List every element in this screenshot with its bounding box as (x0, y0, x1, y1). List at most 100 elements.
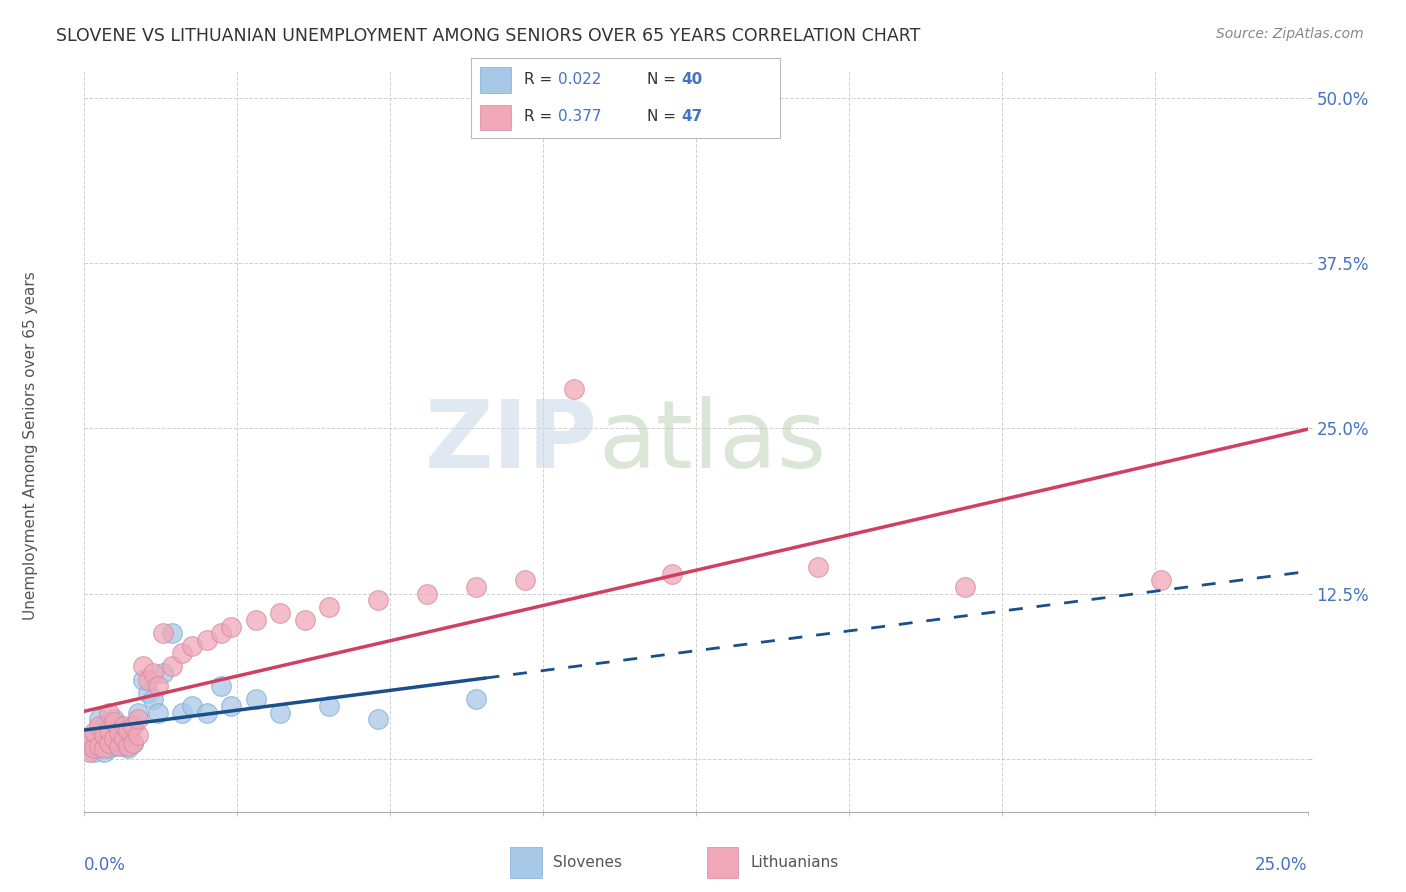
Point (117, 728, 139, 742)
Text: ZIP: ZIP (425, 395, 598, 488)
Point (464, 692, 486, 706)
Text: 0.377: 0.377 (558, 109, 602, 124)
Point (661, 566, 683, 581)
Point (152, 665, 174, 680)
Text: atlas: atlas (598, 395, 827, 488)
Point (103, 725, 125, 739)
Point (181, 698, 204, 713)
Point (142, 665, 165, 680)
Point (103, 739, 125, 753)
Point (807, 560, 830, 574)
Point (269, 607, 291, 621)
Point (219, 619, 242, 633)
Point (1150, 574, 1173, 588)
Text: Lithuanians: Lithuanians (751, 855, 838, 870)
Text: 25.0%: 25.0% (1256, 856, 1308, 874)
Point (97, 723, 120, 737)
Text: N =: N = (647, 72, 681, 87)
Bar (481, 67, 512, 93)
Text: R =: R = (523, 109, 557, 124)
Point (953, 580, 976, 594)
Bar (707, 847, 738, 878)
Point (87, 725, 110, 739)
Point (97, 706, 120, 720)
Point (416, 586, 439, 600)
Point (122, 736, 145, 750)
Point (83, 731, 105, 746)
Point (122, 719, 145, 733)
Point (83, 725, 105, 739)
Point (112, 723, 135, 737)
Point (117, 723, 139, 737)
Point (103, 712, 125, 726)
Point (87, 712, 110, 726)
Point (195, 632, 218, 647)
Point (93, 719, 115, 733)
Point (117, 739, 139, 753)
Point (132, 673, 155, 687)
Point (146, 679, 169, 693)
Text: 0.0%: 0.0% (84, 856, 127, 874)
Point (269, 706, 291, 720)
Point (107, 719, 129, 733)
Point (97, 714, 120, 729)
Point (93, 741, 115, 756)
Point (195, 706, 218, 720)
Point (513, 574, 536, 588)
Point (136, 686, 159, 700)
Point (132, 659, 155, 673)
Point (162, 659, 184, 673)
Point (162, 626, 184, 640)
Point (146, 706, 169, 720)
Point (103, 714, 125, 729)
Point (107, 739, 129, 753)
Point (97, 736, 120, 750)
Point (97, 728, 120, 742)
Point (127, 706, 149, 720)
Point (107, 731, 129, 746)
Point (93, 745, 115, 759)
Bar (510, 847, 541, 878)
Text: SLOVENE VS LITHUANIAN UNEMPLOYMENT AMONG SENIORS OVER 65 YEARS CORRELATION CHART: SLOVENE VS LITHUANIAN UNEMPLOYMENT AMONG… (56, 27, 921, 45)
Point (172, 706, 194, 720)
Text: R =: R = (523, 72, 557, 87)
Point (93, 728, 115, 742)
Point (87, 739, 110, 753)
Text: Unemployment Among Seniors over 65 years: Unemployment Among Seniors over 65 years (24, 272, 38, 620)
Point (93, 731, 115, 746)
Point (107, 725, 129, 739)
Point (122, 736, 145, 750)
Point (112, 739, 135, 753)
Point (219, 698, 242, 713)
Point (77, 745, 100, 759)
Point (245, 692, 267, 706)
Point (77, 739, 100, 753)
Point (97, 741, 120, 756)
Text: 47: 47 (682, 109, 703, 124)
Point (181, 640, 204, 654)
Point (127, 728, 149, 742)
Text: 0.022: 0.022 (558, 72, 600, 87)
Point (152, 626, 174, 640)
Point (112, 719, 135, 733)
Point (318, 599, 340, 614)
Point (464, 580, 486, 594)
Point (136, 673, 159, 687)
Point (77, 731, 100, 746)
Point (367, 712, 389, 726)
Point (562, 382, 585, 396)
Point (367, 593, 389, 607)
Point (112, 731, 135, 746)
Text: Source: ZipAtlas.com: Source: ZipAtlas.com (1216, 27, 1364, 41)
Point (172, 646, 194, 660)
Point (83, 741, 105, 756)
Bar (481, 104, 512, 130)
Point (87, 719, 110, 733)
Point (209, 679, 232, 693)
Text: N =: N = (647, 109, 681, 124)
Point (83, 745, 105, 759)
Point (127, 712, 149, 726)
Text: Slovenes: Slovenes (554, 855, 623, 870)
Point (245, 613, 267, 627)
Point (318, 698, 340, 713)
